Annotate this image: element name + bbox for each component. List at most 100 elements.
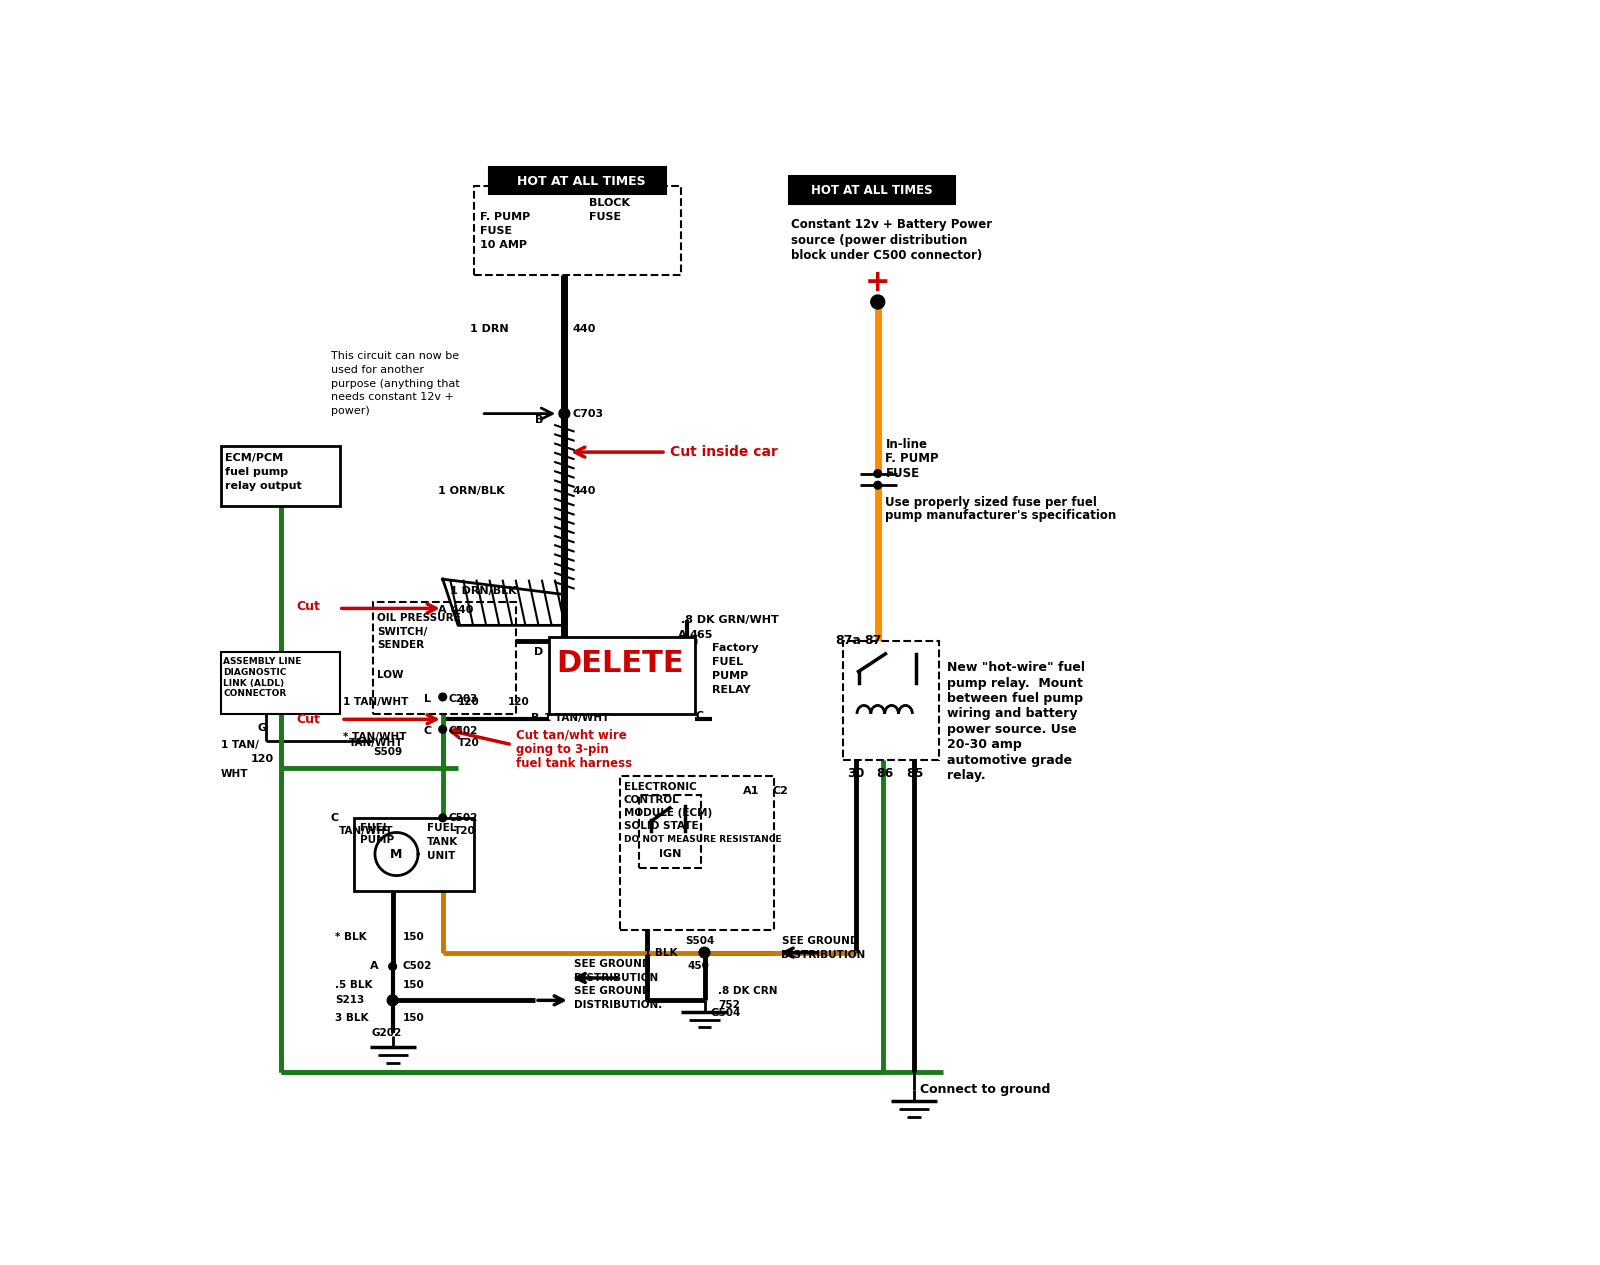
Text: .5 BLK: .5 BLK	[334, 980, 373, 990]
Text: 1 DRN/BLK: 1 DRN/BLK	[451, 586, 517, 596]
Text: 87a: 87a	[835, 634, 861, 648]
Text: BLOCK: BLOCK	[589, 199, 630, 209]
Text: C502: C502	[403, 961, 432, 972]
Text: Constant 12v + Battery Power: Constant 12v + Battery Power	[790, 219, 992, 231]
Text: LINK (ALDL): LINK (ALDL)	[224, 678, 285, 688]
Bar	[373, 602, 515, 713]
Text: A: A	[677, 630, 686, 640]
Text: HOT AT ALL TIMES: HOT AT ALL TIMES	[517, 175, 646, 187]
Bar	[789, 176, 955, 204]
Text: fuel tank harness: fuel tank harness	[515, 756, 632, 769]
Text: DO NOT MEASURE RESISTANCE: DO NOT MEASURE RESISTANCE	[624, 835, 781, 844]
Text: 120: 120	[250, 754, 274, 764]
Text: * BLK: * BLK	[334, 932, 366, 942]
Text: 440: 440	[451, 605, 474, 615]
Text: relay output: relay output	[224, 481, 301, 491]
Text: 3 BLK: 3 BLK	[334, 1013, 368, 1023]
Bar	[549, 636, 696, 713]
Text: 752: 752	[718, 999, 741, 1009]
Text: ELECTRONIC: ELECTRONIC	[624, 782, 696, 792]
Text: IGN: IGN	[659, 849, 682, 859]
Text: going to 3-pin: going to 3-pin	[515, 743, 608, 755]
Text: FUSE: FUSE	[589, 213, 621, 223]
Text: G202: G202	[371, 1028, 402, 1039]
Text: C: C	[696, 711, 704, 721]
Text: automotive grade: automotive grade	[947, 754, 1072, 767]
Text: 1 TAN/WHT: 1 TAN/WHT	[342, 697, 408, 707]
Text: MODULE (ECM): MODULE (ECM)	[624, 808, 712, 818]
Text: LOW: LOW	[378, 670, 403, 681]
Text: SEE GROUND: SEE GROUND	[574, 959, 650, 969]
Text: source (power distribution: source (power distribution	[790, 234, 966, 247]
Text: TAN/WHT: TAN/WHT	[339, 826, 394, 836]
Text: CONNECTOR: CONNECTOR	[224, 689, 286, 698]
Circle shape	[438, 725, 446, 734]
Text: C2: C2	[773, 786, 789, 796]
Text: 1 DRN: 1 DRN	[469, 324, 509, 334]
Text: Use properly sized fuse per fuel: Use properly sized fuse per fuel	[885, 496, 1098, 509]
Text: This circuit can now be: This circuit can now be	[331, 350, 459, 361]
Text: DISTRIBUTION.: DISTRIBUTION.	[574, 999, 662, 1009]
Circle shape	[558, 409, 570, 419]
Text: DIAGNOSTIC: DIAGNOSTIC	[224, 668, 286, 677]
Text: 10 AMP: 10 AMP	[480, 240, 526, 250]
Text: A: A	[370, 961, 378, 972]
Text: power source. Use: power source. Use	[947, 722, 1077, 736]
Text: .8 DK CRN: .8 DK CRN	[718, 987, 778, 996]
Text: S504: S504	[685, 936, 715, 946]
Text: F. PUMP: F. PUMP	[480, 213, 530, 223]
Text: 465: 465	[690, 630, 712, 640]
Text: 150: 150	[403, 932, 424, 942]
Text: between fuel pump: between fuel pump	[947, 692, 1083, 705]
Text: 120: 120	[458, 697, 480, 707]
Text: OIL PRESSURE: OIL PRESSURE	[378, 612, 461, 622]
Text: SEE GROUND: SEE GROUND	[574, 987, 650, 996]
Circle shape	[387, 996, 398, 1006]
Text: relay.: relay.	[947, 769, 986, 782]
Text: FUEL: FUEL	[360, 822, 390, 832]
Text: C502: C502	[450, 813, 478, 822]
Text: 1 BLK: 1 BLK	[645, 947, 678, 958]
Text: WHT: WHT	[221, 769, 248, 779]
Text: B: B	[531, 712, 539, 722]
Text: PUMP: PUMP	[360, 835, 395, 845]
Text: block under C500 connector): block under C500 connector)	[790, 249, 982, 262]
Text: T20: T20	[454, 826, 477, 836]
Bar	[619, 775, 774, 930]
Text: Cut tan/wht wire: Cut tan/wht wire	[515, 729, 627, 743]
Bar	[843, 641, 939, 760]
Circle shape	[438, 813, 446, 822]
Text: C: C	[422, 726, 430, 736]
Text: 120: 120	[509, 697, 530, 707]
Text: used for another: used for another	[331, 364, 424, 374]
Text: .8 DK GRN/WHT: .8 DK GRN/WHT	[682, 615, 779, 625]
Text: 440: 440	[573, 324, 595, 334]
Text: 150: 150	[403, 980, 424, 990]
Text: L: L	[424, 693, 430, 703]
Circle shape	[874, 482, 882, 490]
Text: FUSE: FUSE	[885, 467, 920, 481]
Text: TANK: TANK	[427, 836, 459, 846]
Text: A1: A1	[742, 786, 760, 796]
Text: ECM/PCM: ECM/PCM	[224, 453, 283, 463]
Text: G: G	[258, 722, 267, 732]
Text: CONTROL: CONTROL	[624, 796, 680, 805]
Text: S213: S213	[334, 996, 365, 1006]
Text: C: C	[331, 813, 339, 822]
Text: G504: G504	[710, 1008, 741, 1017]
Bar	[490, 167, 666, 194]
Text: FUSE: FUSE	[480, 226, 512, 237]
Text: 87: 87	[864, 634, 882, 648]
Text: C703: C703	[573, 409, 603, 419]
Bar	[221, 653, 341, 713]
Text: PUMP: PUMP	[712, 672, 749, 681]
Text: C502: C502	[450, 726, 478, 736]
Bar	[474, 186, 682, 275]
Text: M: M	[390, 848, 403, 860]
Text: SENDER: SENDER	[378, 640, 424, 650]
Text: 30: 30	[846, 768, 864, 781]
Text: S509: S509	[373, 748, 403, 758]
Text: DELETE: DELETE	[557, 649, 685, 678]
Text: FUEL: FUEL	[427, 822, 456, 832]
Bar	[354, 818, 474, 891]
